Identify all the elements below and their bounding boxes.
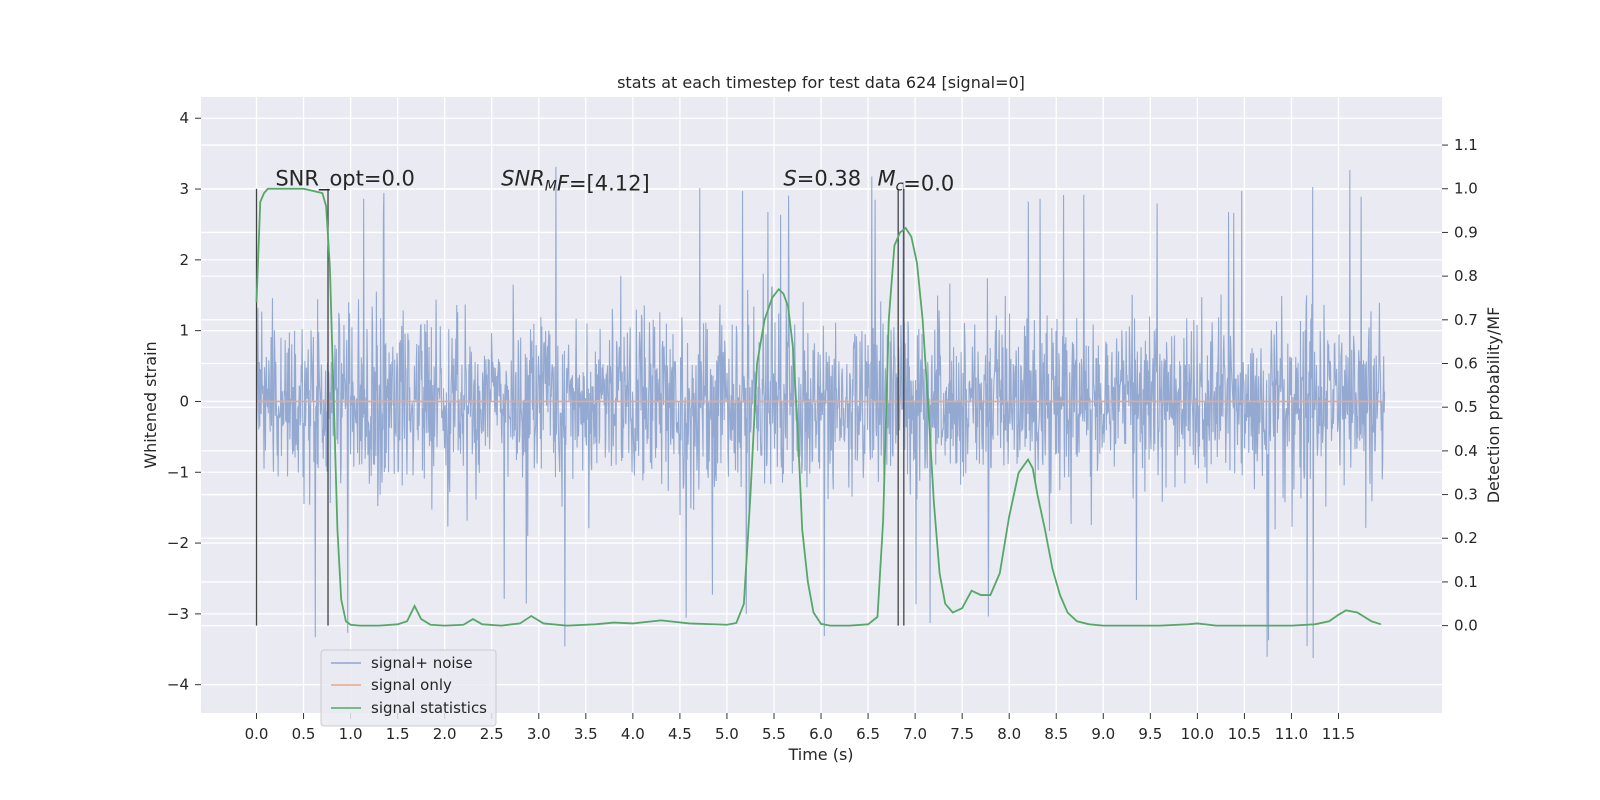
annotation-part: S: [783, 167, 796, 191]
annotation-part: M: [545, 179, 557, 195]
x-tick-label: 1.5: [386, 725, 410, 743]
y2-tick-label: 0.4: [1454, 442, 1478, 460]
annotation-part: SNR_opt=0.0: [275, 167, 415, 192]
annotation-text: S=0.38: [783, 167, 861, 191]
y-tick-label: 4: [179, 109, 189, 127]
legend-label-signal-only: signal only: [371, 676, 452, 694]
x-tick-label: 7.0: [903, 725, 927, 743]
signal-plus-noise-line: [255, 166, 1386, 659]
x-tick-label: 0.5: [292, 725, 316, 743]
y2-tick-label: 0.3: [1454, 486, 1478, 504]
x-tick-label: 9.0: [1091, 725, 1115, 743]
x-tick-label: 8.5: [1044, 725, 1068, 743]
x-tick-label: 0.0: [245, 725, 269, 743]
y-tick-label: 3: [179, 180, 189, 198]
x-tick-label: 9.5: [1138, 725, 1162, 743]
y-tick-label: −1: [167, 463, 189, 481]
y2-tick-label: 0.5: [1454, 398, 1478, 416]
y-axis-ticks: −4 −3 −2 −1 0 1 2 3 4: [167, 109, 201, 694]
annotation-part: =[4.12]: [569, 172, 650, 196]
x-tick-label: 6.0: [809, 725, 833, 743]
x-tick-label: 4.5: [668, 725, 692, 743]
x-axis-label: Time (s): [787, 745, 853, 764]
y2-tick-label: 0.0: [1454, 617, 1478, 635]
annotation-part: SNR: [501, 167, 545, 191]
y-tick-label: −3: [167, 605, 189, 623]
y-tick-label: 0: [179, 392, 189, 410]
y2-axis-ticks: 0.0 0.1 0.2 0.3 0.4 0.5 0.6 0.7 0.8 0.9 1.0 1.1: [1442, 136, 1478, 635]
x-tick-label: 5.5: [762, 725, 786, 743]
x-tick-label: 10.5: [1228, 725, 1261, 743]
annotation-text: SNR_opt=0.0: [275, 167, 415, 192]
x-tick-label: 11.0: [1275, 725, 1308, 743]
y2-tick-label: 0.6: [1454, 354, 1478, 372]
annotation-part: =0.0: [903, 172, 954, 196]
legend-label-signal-statistics: signal statistics: [371, 699, 487, 717]
y2-axis-label: Detection probability/MF: [1484, 307, 1503, 504]
y2-tick-label: 0.7: [1454, 311, 1478, 329]
signal-statistics-line: [255, 187, 1382, 627]
y-axis-label: Whitened strain: [141, 341, 160, 468]
annotation-part: =0.38: [797, 167, 861, 191]
x-tick-label: 11.5: [1322, 725, 1355, 743]
annotation-text: SNRMF=[4.12]: [501, 167, 650, 196]
legend: signal+ noise signal only signal statist…: [320, 649, 497, 727]
x-tick-label: 8.0: [997, 725, 1021, 743]
y2-tick-label: 0.8: [1454, 267, 1478, 285]
annotation-part: F: [557, 172, 570, 196]
chart-title: stats at each timestep for test data 624…: [617, 73, 1025, 92]
x-tick-label: 7.5: [950, 725, 974, 743]
x-tick-label: 10.0: [1181, 725, 1214, 743]
y2-tick-label: 0.1: [1454, 573, 1478, 591]
legend-box: [320, 649, 497, 727]
x-tick-label: 2.0: [433, 725, 457, 743]
annotations: SNR_opt=0.0 SNRMF=[4.12] S=0.38 Mc=0.0: [275, 167, 954, 196]
y-tick-label: 2: [179, 251, 189, 269]
legend-label-signal-plus-noise: signal+ noise: [371, 654, 473, 672]
x-tick-label: 5.0: [715, 725, 739, 743]
x-tick-label: 2.5: [480, 725, 504, 743]
y-tick-label: −2: [167, 534, 189, 552]
x-tick-label: 3.5: [574, 725, 598, 743]
y2-tick-label: 0.2: [1454, 529, 1478, 547]
annotation-text: Mc=0.0: [877, 167, 954, 196]
series-signal-statistics: [255, 187, 1382, 627]
annotation-part: c: [896, 179, 904, 195]
x-tick-label: 3.0: [527, 725, 551, 743]
y-tick-label: 1: [179, 322, 189, 340]
y2-tick-label: 0.9: [1454, 223, 1478, 241]
y2-tick-label: 1.0: [1454, 180, 1478, 198]
x-tick-label: 4.0: [621, 725, 645, 743]
annotation-part: M: [877, 167, 895, 191]
series-signal-plus-noise: [255, 166, 1386, 659]
x-tick-label: 6.5: [856, 725, 880, 743]
x-axis-ticks: 0.0 0.5 1.0 1.5 2.0 2.5 3.0 3.5 4.0 4.5 5.0 5.5 6.0 6…: [245, 713, 1355, 743]
x-tick-label: 1.0: [339, 725, 363, 743]
y-tick-label: −4: [167, 676, 189, 694]
y2-tick-label: 1.1: [1454, 136, 1478, 154]
vertical-markers: [255, 188, 905, 626]
